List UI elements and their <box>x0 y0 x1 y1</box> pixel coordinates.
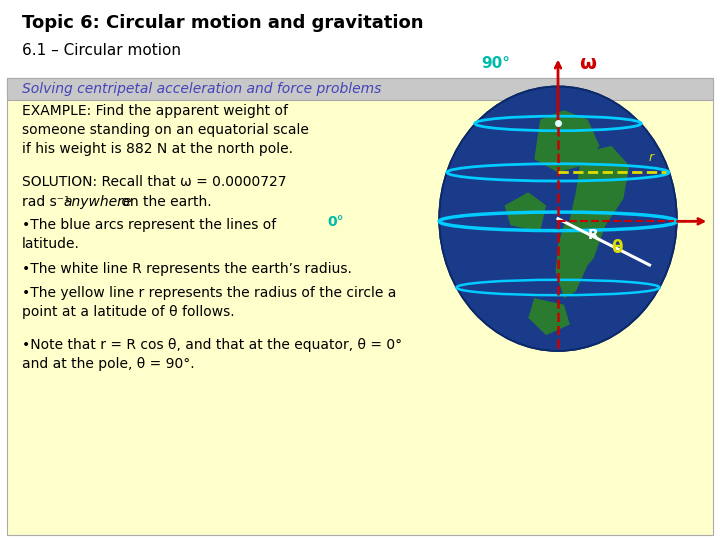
Text: ω: ω <box>580 54 596 73</box>
Text: •The yellow line r represents the radius of the circle a
point at a latitude of : •The yellow line r represents the radius… <box>22 286 396 319</box>
Text: 6.1 – Circular motion: 6.1 – Circular motion <box>22 43 181 58</box>
Text: •Note that r = R cos θ, and that at the equator, θ = 0°
and at the pole, θ = 90°: •Note that r = R cos θ, and that at the … <box>22 338 402 371</box>
Text: Topic 6: Circular motion and gravitation: Topic 6: Circular motion and gravitation <box>22 14 423 31</box>
Text: r: r <box>649 151 654 165</box>
Text: θ: θ <box>612 239 623 257</box>
Text: anywhere: anywhere <box>63 195 132 210</box>
Text: Solving centripetal acceleration and force problems: Solving centripetal acceleration and for… <box>22 82 381 96</box>
Bar <box>0 0 720 78</box>
Polygon shape <box>556 212 593 298</box>
Text: on the earth.: on the earth. <box>117 195 211 210</box>
Text: 90°: 90° <box>481 56 510 71</box>
Polygon shape <box>534 110 600 172</box>
Text: •The white line R represents the earth’s radius.: •The white line R represents the earth’s… <box>22 262 351 276</box>
Polygon shape <box>564 146 629 278</box>
Text: R: R <box>588 227 598 241</box>
Polygon shape <box>505 192 546 232</box>
Text: SOLUTION: Recall that ω = 0.0000727: SOLUTION: Recall that ω = 0.0000727 <box>22 176 286 190</box>
Bar <box>7 78 713 100</box>
Text: 0°: 0° <box>328 215 344 230</box>
Polygon shape <box>528 298 570 335</box>
Bar <box>7 78 713 535</box>
Text: EXAMPLE: Find the apparent weight of
someone standing on an equatorial scale
if : EXAMPLE: Find the apparent weight of som… <box>22 104 308 156</box>
Text: rad s⁻¹: rad s⁻¹ <box>22 195 73 210</box>
Text: •The blue arcs represent the lines of
latitude.: •The blue arcs represent the lines of la… <box>22 218 276 251</box>
Ellipse shape <box>439 86 677 351</box>
